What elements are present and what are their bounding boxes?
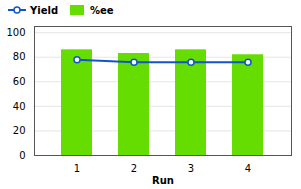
svg-text:20: 20 bbox=[13, 125, 26, 136]
svg-text:60: 60 bbox=[13, 76, 26, 87]
svg-text:1: 1 bbox=[74, 163, 80, 174]
svg-text:Run: Run bbox=[152, 175, 174, 186]
svg-text:0: 0 bbox=[19, 150, 25, 161]
html-text:%ee: %ee bbox=[90, 4, 114, 16]
html-text:Yield: Yield bbox=[30, 4, 58, 16]
svg-text:2: 2 bbox=[131, 163, 137, 174]
svg-text:100: 100 bbox=[6, 27, 25, 38]
svg-text:3: 3 bbox=[188, 163, 194, 174]
svg-text:4: 4 bbox=[245, 163, 251, 174]
svg-text:80: 80 bbox=[13, 51, 26, 62]
svg-text:40: 40 bbox=[13, 101, 26, 112]
